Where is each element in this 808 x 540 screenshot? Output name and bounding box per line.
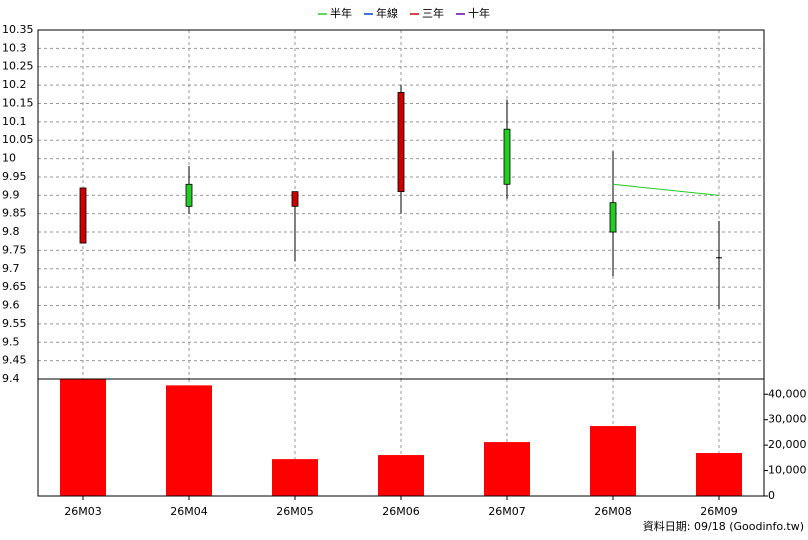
y-tick-label: 10.25: [2, 60, 34, 73]
y2-tick-label: 0: [768, 489, 775, 502]
y-tick-label: 9.8: [2, 225, 20, 238]
y-tick-label: 9.4: [2, 372, 20, 385]
candle-body: [609, 202, 617, 233]
y-tick-label: 10.1: [2, 115, 27, 128]
y-tick-label: 9.6: [2, 299, 20, 312]
y-tick-label: 10.3: [2, 41, 27, 54]
y2-tick-label: 10,000: [768, 464, 807, 477]
x-tick-label: 26M09: [700, 505, 738, 518]
y2-tick-label: 20,000: [768, 438, 807, 451]
x-tick-label: 26M04: [170, 505, 208, 518]
bar: [696, 453, 742, 496]
x-tick-label: 26M07: [488, 505, 526, 518]
y-tick-label: 9.55: [2, 317, 27, 330]
y-tick-label: 10.05: [2, 133, 34, 146]
bar: [166, 385, 212, 496]
candle-body: [397, 92, 405, 193]
candle-body: [291, 191, 299, 207]
line-series: [612, 183, 720, 196]
bar: [378, 455, 424, 496]
y-tick-label: 9.85: [2, 207, 27, 220]
y-tick-label: 9.75: [2, 243, 27, 256]
candle-body: [503, 128, 511, 185]
volume-frame: [37, 378, 765, 497]
y-tick-label: 10: [2, 152, 16, 165]
bar: [60, 379, 106, 496]
y-tick-label: 9.5: [2, 335, 20, 348]
legend-label: 年線: [376, 6, 398, 20]
candle-body: [79, 187, 87, 244]
footer: 資料日期: 09/18 (Goodinfo.tw): [643, 519, 804, 533]
y-tick-label: 10.15: [2, 96, 34, 109]
legend-label: 半年: [330, 6, 352, 20]
x-tick-label: 26M05: [276, 505, 314, 518]
y2-tick-label: 30,000: [768, 413, 807, 426]
x-tick-label: 26M08: [594, 505, 632, 518]
y-tick-label: 9.95: [2, 170, 27, 183]
legend-label: 三年: [422, 6, 444, 20]
candle-body: [185, 183, 193, 207]
y-tick-label: 10.35: [2, 23, 34, 36]
bar: [590, 426, 636, 496]
x-tick-label: 26M03: [64, 505, 102, 518]
y-tick-label: 9.7: [2, 262, 20, 275]
bar: [272, 459, 318, 496]
y-tick-label: 10.2: [2, 78, 27, 91]
y-tick-label: 9.65: [2, 280, 27, 293]
y-tick-label: 9.9: [2, 188, 20, 201]
y-tick-label: 9.45: [2, 354, 27, 367]
y2-tick-label: 40,000: [768, 387, 807, 400]
bar: [484, 442, 530, 496]
x-tick-label: 26M06: [382, 505, 420, 518]
legend-label: 十年: [468, 6, 490, 20]
